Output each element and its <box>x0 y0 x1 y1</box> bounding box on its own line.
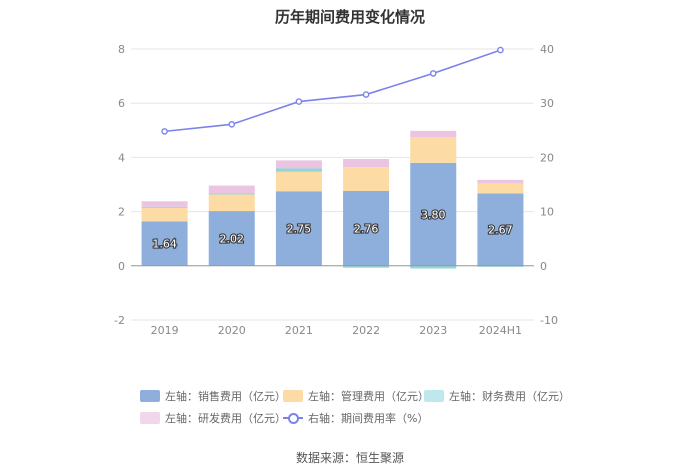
legend-item-rd[interactable]: 左轴：研发费用（亿元） <box>140 410 286 426</box>
bar-segment <box>208 193 255 195</box>
legend-label-rate: 右轴：期间费用率（%） <box>308 412 429 425</box>
bar-segment <box>343 159 390 168</box>
rate-point <box>295 98 303 105</box>
legend-swatch-admin <box>283 390 303 402</box>
left-tick-label: 0 <box>118 260 125 273</box>
bar-data-label: 3.80 <box>421 208 446 221</box>
rate-point <box>429 70 437 77</box>
bar-segment <box>275 168 322 172</box>
left-tick-label: 8 <box>118 43 125 56</box>
bar-segment <box>141 221 188 266</box>
left-tick-label: 6 <box>118 97 125 110</box>
left-tick-label: 4 <box>118 151 125 164</box>
left-tick-label: 2 <box>118 206 125 219</box>
legend-swatch-finance <box>424 390 444 402</box>
bar-segment <box>208 185 255 194</box>
legend-label-sales: 左轴：销售费用（亿元） <box>165 390 286 403</box>
bar-data-label: 1.64 <box>152 238 177 251</box>
legend-label-finance: 左轴：财务费用（亿元） <box>449 390 570 403</box>
legend-swatch-sales <box>140 390 160 402</box>
legend-item-finance[interactable]: 左轴：财务费用（亿元） <box>424 388 570 404</box>
data-source: 数据来源：恒生聚源 <box>295 451 404 465</box>
bar-segment <box>141 201 188 207</box>
bar-segment <box>410 162 457 266</box>
legend-swatch-rate <box>283 412 303 424</box>
right-tick-label: 40 <box>540 43 554 56</box>
legend-swatch-rd <box>140 412 160 424</box>
bar-data-label: 2.75 <box>287 223 312 236</box>
bar-segment <box>343 191 390 266</box>
rate-line <box>164 49 501 133</box>
x-tick-label: 2020 <box>218 324 246 337</box>
bar-segment <box>141 206 188 208</box>
x-tick-label: 2023 <box>419 324 447 337</box>
bar-segment <box>343 167 390 192</box>
bar-segment <box>275 171 322 192</box>
x-tick-label: 2024H1 <box>479 324 522 337</box>
bar-segment <box>477 193 524 266</box>
x-tick-label: 2019 <box>151 324 179 337</box>
bar-segment <box>477 183 524 194</box>
bar-data-label: 2.76 <box>354 222 379 235</box>
right-tick-label: 10 <box>540 206 554 219</box>
left-tick-label: -2 <box>114 314 125 327</box>
legend-label-admin: 左轴：管理费用（亿元） <box>308 390 429 403</box>
rate-point <box>497 46 504 54</box>
right-tick-label: -10 <box>540 314 558 327</box>
right-tick-label: 30 <box>540 97 554 110</box>
right-tick-label: 0 <box>540 260 547 273</box>
bar-segment <box>208 194 255 212</box>
rate-point <box>362 91 370 98</box>
chart-title: 历年期间费用变化情况 <box>274 8 425 26</box>
x-tick-label: 2021 <box>285 324 313 337</box>
legend-label-rd: 左轴：研发费用（亿元） <box>165 412 286 425</box>
legend-item-admin[interactable]: 左轴：管理费用（亿元） <box>283 388 429 404</box>
legend-item-rate[interactable]: 右轴：期间费用率（%） <box>283 410 428 426</box>
bar-data-label: 2.02 <box>220 232 245 245</box>
rate-point <box>228 121 236 128</box>
bar-segment <box>410 130 457 138</box>
bar-segment <box>343 265 390 268</box>
bar-data-label: 2.67 <box>488 224 513 237</box>
bar-segment <box>275 160 322 169</box>
legend-item-sales[interactable]: 左轴：销售费用（亿元） <box>140 388 286 404</box>
chart-plot: -2 0 2 4 6 8 -10 0 10 20 30 40 2019 2020 2021 2022 2023 2… <box>114 43 558 337</box>
bar-segment <box>477 179 524 184</box>
right-tick-label: 20 <box>540 151 554 164</box>
bar-segment <box>410 265 457 269</box>
bar-segment <box>275 191 322 266</box>
bar-segment <box>208 211 255 266</box>
bar-segment <box>410 137 457 163</box>
bar-segment <box>141 207 188 222</box>
x-tick-label: 2022 <box>352 324 380 337</box>
rate-point <box>161 128 168 135</box>
